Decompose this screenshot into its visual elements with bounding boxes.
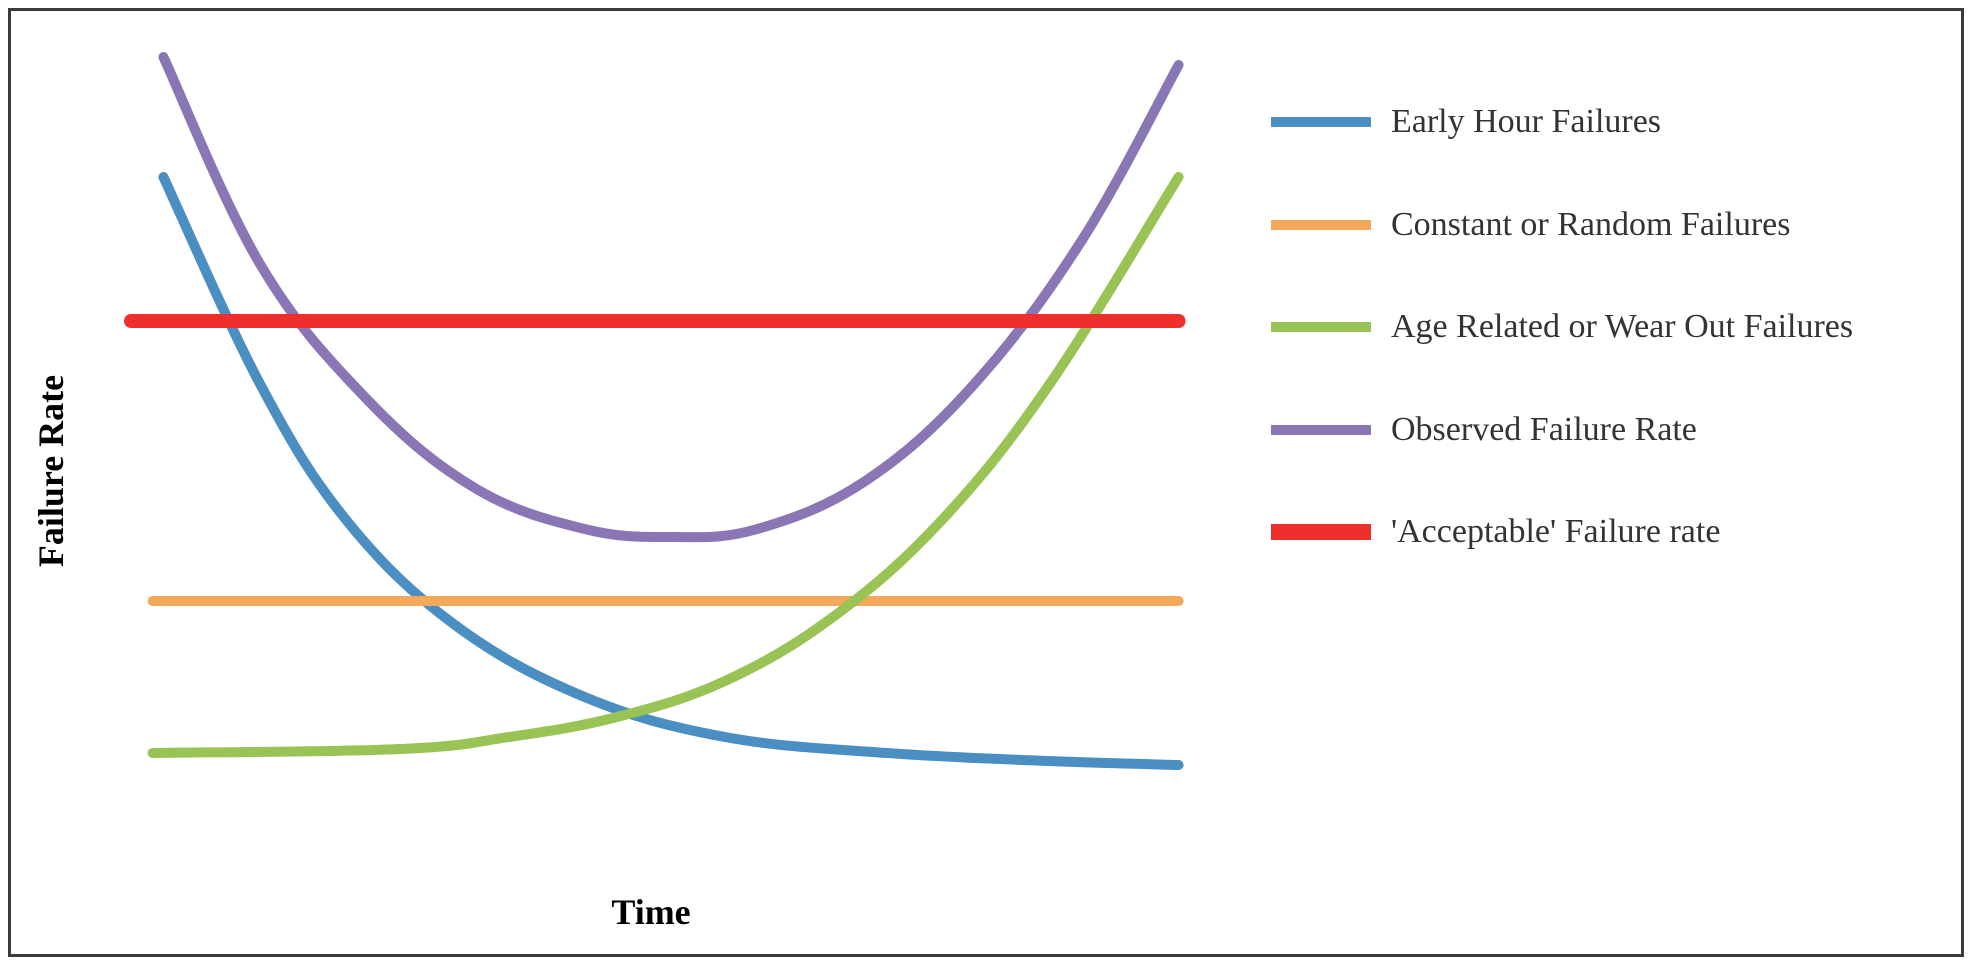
legend-swatch-early <box>1271 117 1371 127</box>
chart-legend: Early Hour Failures Constant or Random Fa… <box>1271 101 1911 614</box>
legend-label-early: Early Hour Failures <box>1391 101 1661 144</box>
legend-item-wearout: Age Related or Wear Out Failures <box>1271 306 1911 349</box>
legend-label-acceptable: 'Acceptable' Failure rate <box>1391 511 1720 554</box>
chart-plot-area <box>131 41 1211 841</box>
legend-item-constant: Constant or Random Failures <box>1271 204 1911 247</box>
legend-label-constant: Constant or Random Failures <box>1391 204 1790 247</box>
series-observed <box>163 57 1178 537</box>
legend-swatch-constant <box>1271 220 1371 230</box>
legend-swatch-acceptable <box>1271 524 1371 540</box>
series-early <box>163 177 1178 765</box>
chart-svg <box>131 41 1211 841</box>
legend-label-observed: Observed Failure Rate <box>1391 409 1697 452</box>
legend-item-observed: Observed Failure Rate <box>1271 409 1911 452</box>
y-axis-label: Failure Rate <box>30 375 72 567</box>
legend-item-early: Early Hour Failures <box>1271 101 1911 144</box>
chart-frame: Failure Rate Time Early Hour Failures Con… <box>8 8 1964 957</box>
x-axis-label: Time <box>611 891 690 933</box>
legend-swatch-observed <box>1271 425 1371 435</box>
legend-item-acceptable: 'Acceptable' Failure rate <box>1271 511 1911 554</box>
legend-swatch-wearout <box>1271 322 1371 332</box>
legend-label-wearout: Age Related or Wear Out Failures <box>1391 306 1853 349</box>
